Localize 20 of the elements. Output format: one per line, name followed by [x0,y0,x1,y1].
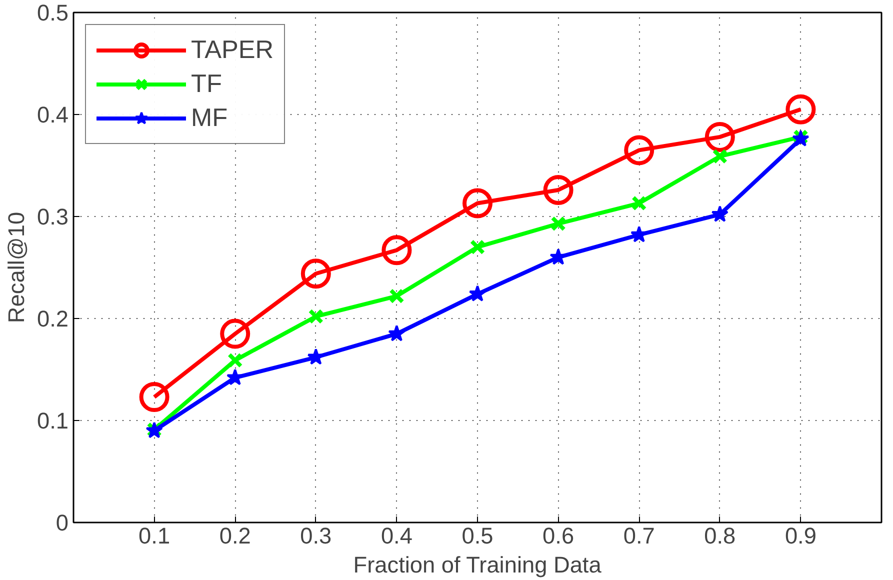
x-tick-label: 0.1 [138,522,170,548]
y-tick-label: 0.1 [37,408,69,434]
y-tick-label: 0.2 [37,306,69,332]
x-tick-label: 0.3 [300,522,332,548]
legend-label: TF [191,70,222,98]
legend-label: TAPER [191,36,274,64]
x-tick-label: 0.7 [623,522,655,548]
legend-label: MF [191,104,228,132]
x-tick-label: 0.4 [380,522,412,548]
x-tick-label: 0.9 [784,522,816,548]
x-tick-label: 0.5 [462,522,494,548]
x-tick-label: 0.8 [704,522,736,548]
x-tick-label: 0.6 [542,522,574,548]
y-tick-label: 0.3 [37,204,69,230]
y-tick-label: 0 [56,510,69,536]
y-axis-title: Recall@10 [3,212,30,324]
x-axis-title: Fraction of Training Data [353,552,602,578]
x-tick-label: 0.2 [219,522,251,548]
y-tick-label: 0.4 [37,102,69,128]
y-tick-label: 0.5 [37,0,69,26]
